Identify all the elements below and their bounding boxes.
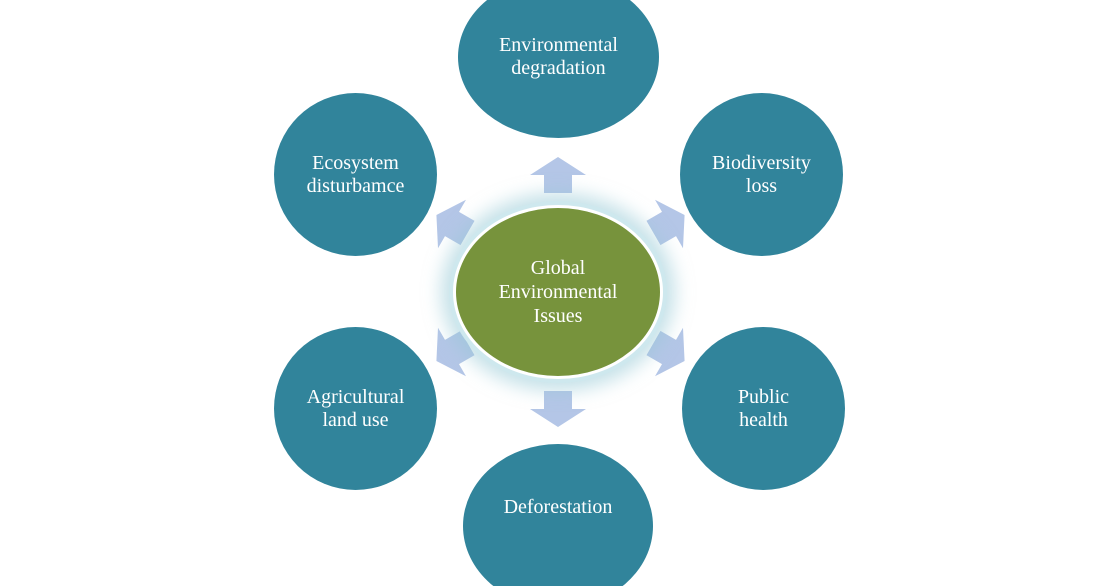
arrow-up-left [422, 191, 481, 257]
arrow-down-left [422, 319, 481, 385]
center-node: Global Environmental Issues [453, 205, 663, 379]
node-ecosystem-disturbance: Ecosystem disturbamce [274, 93, 437, 256]
node-label: Agricultural land use [306, 385, 405, 431]
center-node-label: Global Environmental Issues [498, 257, 618, 327]
node-label: Public health [737, 385, 790, 431]
node-deforestation: Deforestation [463, 444, 653, 586]
node-environmental-degradation: Environmental degradation [458, 0, 659, 138]
arrow-down-icon [530, 391, 586, 427]
node-public-health: Public health [682, 327, 845, 490]
node-label: Ecosystem disturbamce [306, 151, 405, 197]
arrow-up-left-icon [436, 199, 475, 249]
node-agricultural-land-use: Agricultural land use [274, 327, 437, 490]
arrow-down-right-icon [646, 327, 685, 377]
arrow-down [530, 391, 586, 427]
arrow-down-right [639, 319, 698, 385]
node-label: Deforestation [503, 495, 613, 518]
node-label: Biodiversity loss [712, 151, 811, 197]
node-label: Environmental degradation [499, 34, 618, 79]
node-biodiversity-loss: Biodiversity loss [680, 93, 843, 256]
arrow-up-right-icon [646, 199, 685, 249]
arrow-up-icon [530, 157, 586, 193]
arrow-down-left-icon [436, 327, 475, 377]
arrow-up [530, 157, 586, 193]
arrow-up-right [639, 191, 698, 257]
